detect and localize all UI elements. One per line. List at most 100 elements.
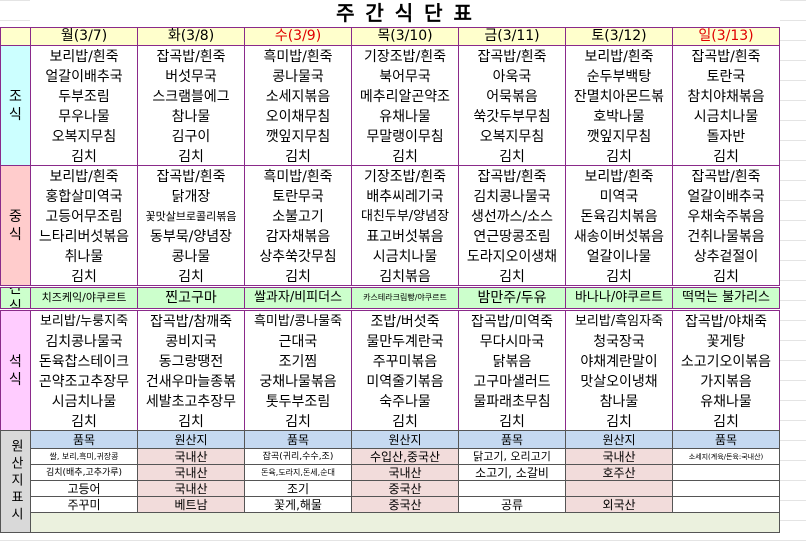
menu-item: 참나물 [171,109,211,125]
day-header: 목(3/10) [351,27,459,46]
menu-item: 숙주나물 [379,394,431,410]
menu-item: 가지볶음 [700,374,752,390]
menu-item: 토란국 [706,69,746,85]
menu-item: 돈육김치볶음 [580,209,658,225]
menu-item: 오복지무침 [479,129,545,145]
menu-item: 소불고기 [272,209,324,225]
menu-item: 참치야채볶음 [687,89,765,105]
menu-cell: 잡곡밥/흰죽 토란국 참치야채볶음 시금치나물 돌자반 김치 [672,45,780,166]
menu-item: 보리밥/흰죽 [49,49,119,65]
menu-item: 대친두부/양념장 [360,209,450,224]
menu-item: 깻잎지무침 [265,129,331,145]
menu-item: 물만두계란국 [366,334,444,350]
menu-item: 상추쑥갓무침 [259,249,337,265]
menu-item: 무다시마국 [479,334,545,350]
menu-item: 콩나물국 [272,69,324,85]
menu-item: 김치 [606,269,632,285]
menu-item: 김치 [71,269,97,285]
origin-header: 원산지 [565,430,673,449]
menu-item: 김치 [285,414,311,430]
meal-label: 조식 [0,45,31,166]
menu-item: 동부묵/양념장 [150,229,232,245]
menu-item: 김치 [178,149,204,165]
menu-cell: 잡곡밥/흰죽 아욱국 어묵볶음 쑥갓두부무침 오복지무침 김치 [458,45,566,166]
menu-item: 김구이 [171,129,211,145]
menu-item: 떡먹는 불가리스 [682,290,770,305]
menu-cell: 치즈케익/야쿠르트 [30,287,138,309]
menu-item: 잡곡밥/흰죽 [156,169,226,185]
origin-cell: 국내산 [137,464,245,481]
menu-item: 곤약조고추장무 [38,374,130,390]
origin-label: 원산지표시 [0,430,31,533]
menu-item: 배추씨레기국 [366,189,444,205]
menu-item: 김치 [606,149,632,165]
menu-item: 보리밥/흑임자죽 [574,314,664,329]
meal-label: 간식 [0,287,31,309]
menu-item: 잡곡밥/미역죽 [471,314,553,330]
menu-item: 얼갈이나물 [586,249,652,265]
menu-item: 얼갈이배추국 [45,69,123,85]
origin-cell: 중국산 [351,480,459,497]
menu-item: 치즈케익/야쿠르트 [41,291,127,304]
origin-cell [458,480,566,497]
menu-item: 김치 [285,269,311,285]
menu-item: 우채숙주볶음 [687,209,765,225]
origin-cell: 주꾸미 [30,496,138,513]
menu-cell: 기장조밥/흰죽 북어무국 메추리알곤약조 유채나물 무말랭이무침 김치 [351,45,459,166]
menu-cell: 보리밥/흰죽 미역국 돈육김치볶음 새송이버섯볶음 얼갈이나물 김치 [565,165,673,286]
menu-item: 콩비지국 [165,334,217,350]
day-header: 금(3/11) [458,27,566,46]
menu-item: 홍합살미역국 [45,189,123,205]
menu-item: 보리밥/흰죽 [584,169,654,185]
menu-item: 토란무국 [272,189,324,205]
origin-header: 품목 [458,430,566,449]
menu-cell: 잡곡밥/흰죽 얼갈이배추국 우채숙주볶음 건취나물볶음 상추겉절이 김치 [672,165,780,286]
menu-item: 김치 [713,149,739,165]
menu-item: 오복지무침 [51,129,117,145]
menu-item: 보리밥/흰죽 [584,49,654,65]
menu-item: 무우나물 [58,109,110,125]
origin-cell: 베트남 [137,496,245,513]
menu-item: 조기찜 [278,354,318,370]
menu-item: 콩나물 [171,249,211,265]
menu-item: 시금치나물 [51,394,117,410]
menu-item: 참나물 [599,394,639,410]
menu-item: 김치 [71,414,97,430]
day-header: 수(3/9) [244,27,352,46]
menu-cell: 보리밥/흰죽 홍합살미역국 고등어무조림 느타리버섯볶음 취나물 김치 [30,165,138,286]
menu-item: 두부조림 [58,89,110,105]
menu-item: 무말랭이무침 [366,129,444,145]
menu-item: 시금치나물 [372,249,438,265]
menu-cell: 찐고구마 [137,287,245,309]
menu-cell: 밤만주/두유 [458,287,566,309]
menu-item: 감자채볶음 [265,229,331,245]
origin-header: 품목 [672,430,780,449]
menu-item: 청국장국 [593,334,645,350]
origin-cell [565,480,673,497]
origin-header: 원산지 [137,430,245,449]
origin-cell: 잡곡(귀리,수수,조) [244,448,352,465]
day-header: 화(3/8) [137,27,245,46]
origin-cell: 돈육,도라지,돈세,순대 [244,464,352,481]
origin-header: 품목 [30,430,138,449]
day-header: 토(3/12) [565,27,673,46]
menu-item: 야채계란말이 [580,354,658,370]
menu-cell: 쌀과자/비피더스 [244,287,352,309]
menu-cell: 잡곡밥/미역죽 무다시마국 닭볶음 고구마샐러드 물파래초무침 김치 [458,310,566,431]
menu-item: 김치 [713,414,739,430]
menu-item: 북어무국 [379,69,431,85]
menu-cell: 카스테라크림빵/야쿠르트 [351,287,459,309]
menu-item: 잡곡밥/야채죽 [685,314,767,330]
menu-item: 김치콩나물국 [473,189,551,205]
menu-item: 흑미밥/콩나물죽 [253,314,343,329]
menu-item: 어묵볶음 [486,89,538,105]
menu-item: 김치 [178,414,204,430]
origin-header: 원산지 [351,430,459,449]
menu-item: 김치 [499,269,525,285]
menu-item: 김치 [392,414,418,430]
menu-item: 기장조밥/흰죽 [364,169,446,185]
menu-item: 유채나물 [700,394,752,410]
menu-item: 고등어무조림 [45,209,123,225]
menu-item: 돈육찹스테이크 [38,354,130,370]
menu-cell: 보리밥/흰죽 순두부백탕 잔멸치아몬드볶 호박나물 깻잎지무침 김치 [565,45,673,166]
